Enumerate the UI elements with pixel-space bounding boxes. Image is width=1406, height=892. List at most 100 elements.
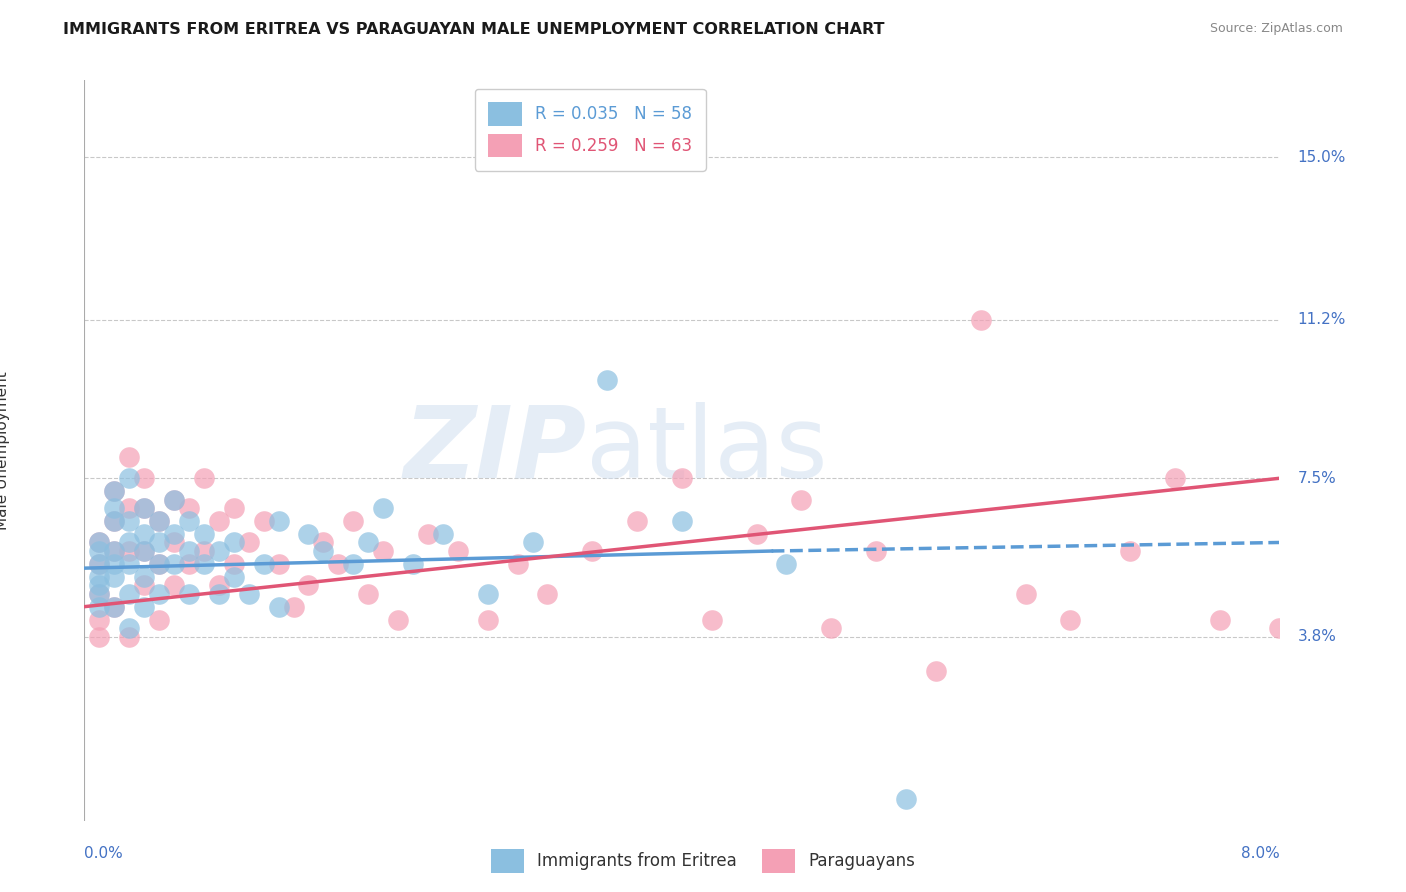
Point [387,613,409,627]
Point [163,535,186,549]
Point [238,535,260,549]
Point [163,557,186,571]
Point [132,471,156,485]
Point [132,501,156,516]
Point [1209,613,1232,627]
Point [596,373,619,387]
Point [222,535,245,549]
Point [402,557,425,571]
Point [222,557,245,571]
Point [118,514,141,528]
Point [89,557,111,571]
Point [89,630,111,644]
Point [208,514,231,528]
Point [477,587,499,601]
Point [1119,544,1142,558]
Point [925,664,948,678]
Text: Male Unemployment: Male Unemployment [0,371,10,530]
Point [132,578,156,592]
Point [193,527,215,541]
Point [89,613,111,627]
Point [177,501,200,516]
Point [1268,621,1291,635]
Point [118,630,141,644]
Point [894,792,917,806]
Point [148,613,170,627]
Point [477,613,499,627]
Point [118,471,141,485]
Point [432,527,454,541]
Point [118,535,141,549]
Point [89,570,111,584]
Point [700,613,723,627]
Point [208,544,231,558]
Point [132,527,156,541]
Point [745,527,768,541]
Point [193,557,215,571]
Point [208,578,231,592]
Point [118,557,141,571]
Point [283,599,305,614]
Point [312,535,335,549]
Point [775,557,797,571]
Legend: R = 0.035   N = 58, R = 0.259   N = 63: R = 0.035 N = 58, R = 0.259 N = 63 [475,88,706,170]
Point [148,587,170,601]
Point [177,514,200,528]
Point [103,570,125,584]
Point [118,501,141,516]
Point [193,544,215,558]
Point [118,587,141,601]
Point [328,557,350,571]
Point [132,501,156,516]
Point [416,527,439,541]
Point [447,544,470,558]
Point [506,557,529,571]
Point [89,544,111,558]
Point [89,535,111,549]
Point [132,570,156,584]
Point [267,599,290,614]
Point [222,501,245,516]
Point [373,544,395,558]
Text: ZIP: ZIP [404,402,586,499]
Point [342,557,364,571]
Point [357,587,380,601]
Point [312,544,335,558]
Point [208,587,231,601]
Point [177,557,200,571]
Point [373,501,395,516]
Point [970,313,993,327]
Point [357,535,380,549]
Point [148,535,170,549]
Point [132,544,156,558]
Point [148,514,170,528]
Text: atlas: atlas [586,402,828,499]
Point [132,544,156,558]
Point [297,578,319,592]
Point [297,527,319,541]
Point [1164,471,1187,485]
Point [671,471,693,485]
Point [193,471,215,485]
Point [89,557,111,571]
Point [132,599,156,614]
Point [522,535,544,549]
Point [820,621,842,635]
Point [267,514,290,528]
Point [536,587,558,601]
Point [103,544,125,558]
Text: 8.0%: 8.0% [1240,847,1279,862]
Point [103,514,125,528]
Point [671,514,693,528]
Text: 3.8%: 3.8% [1298,629,1336,644]
Point [89,599,111,614]
Point [103,484,125,499]
Point [1014,587,1036,601]
Text: 0.0%: 0.0% [84,847,124,862]
Point [103,544,125,558]
Point [118,544,141,558]
Point [103,501,125,516]
Text: 7.5%: 7.5% [1298,471,1336,486]
Point [103,484,125,499]
Text: IMMIGRANTS FROM ERITREA VS PARAGUAYAN MALE UNEMPLOYMENT CORRELATION CHART: IMMIGRANTS FROM ERITREA VS PARAGUAYAN MA… [63,22,884,37]
